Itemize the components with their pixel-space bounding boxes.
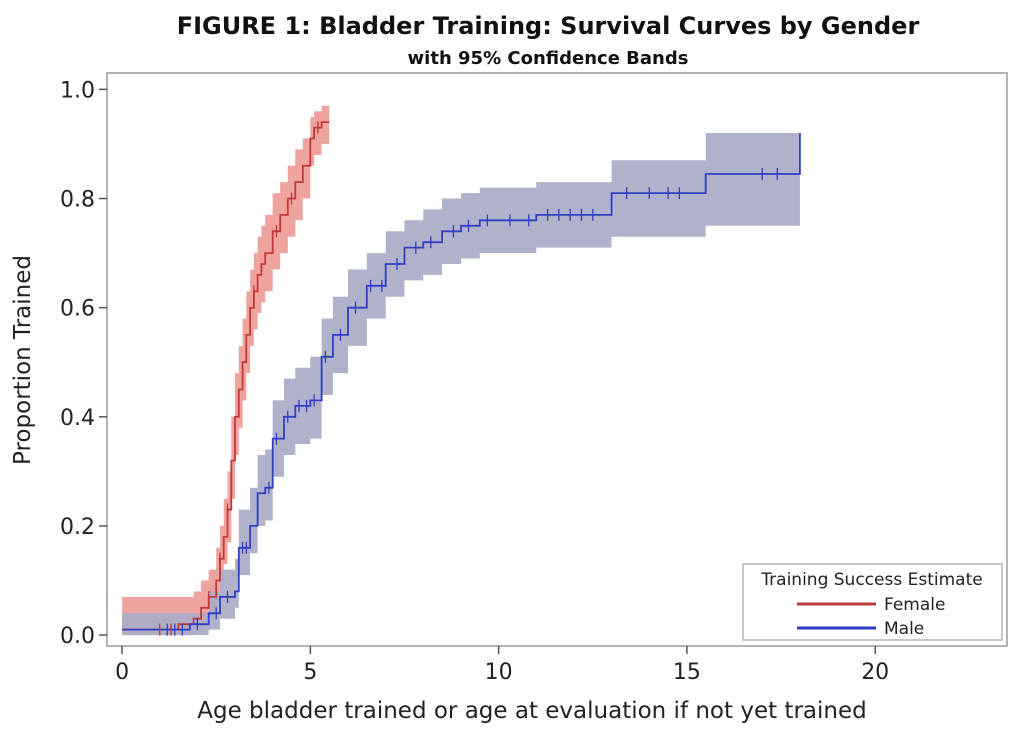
y-tick-label: 0.8 <box>60 188 95 213</box>
survival-lines <box>122 121 801 631</box>
x-tick-label: 5 <box>303 660 317 685</box>
legend-title: Training Success Estimate <box>760 570 982 590</box>
y-tick-label: 0.6 <box>60 297 95 322</box>
y-axis-label: Proportion Trained <box>10 255 36 465</box>
y-tick-label: 0.4 <box>60 406 95 431</box>
chart-title-prefix: FIGURE 1: <box>177 12 311 40</box>
legend: Training Success Estimate Female Male <box>742 563 1003 641</box>
x-axis-label: Age bladder trained or age at evaluation… <box>197 698 866 724</box>
y-tick-label: 0.2 <box>60 515 95 540</box>
x-axis: 0 5 10 15 20 <box>115 646 889 685</box>
confidence-bands <box>122 105 800 636</box>
y-axis: 0.0 0.2 0.4 0.6 0.8 1.0 <box>60 78 107 649</box>
male-confidence-band <box>122 133 800 636</box>
female-confidence-band <box>122 105 330 636</box>
x-tick-label: 0 <box>115 660 129 685</box>
x-tick-label: 20 <box>861 660 889 685</box>
female-survival-line <box>122 121 330 631</box>
y-tick-label: 1.0 <box>60 78 95 103</box>
legend-label-male: Male <box>884 619 924 639</box>
chart-subtitle: with 95% Confidence Bands <box>408 48 689 69</box>
legend-label-female: Female <box>884 595 945 615</box>
y-tick-label: 0.0 <box>60 624 95 649</box>
chart-title: FIGURE 1: Bladder Training: Survival Cur… <box>177 12 920 40</box>
plot-area-frame <box>106 72 1008 647</box>
x-tick-label: 10 <box>485 660 513 685</box>
male-survival-line <box>122 133 801 631</box>
chart-title-text: Bladder Training: Survival Curves by Gen… <box>311 12 920 40</box>
censor-marks <box>159 121 778 636</box>
x-tick-label: 15 <box>673 660 701 685</box>
